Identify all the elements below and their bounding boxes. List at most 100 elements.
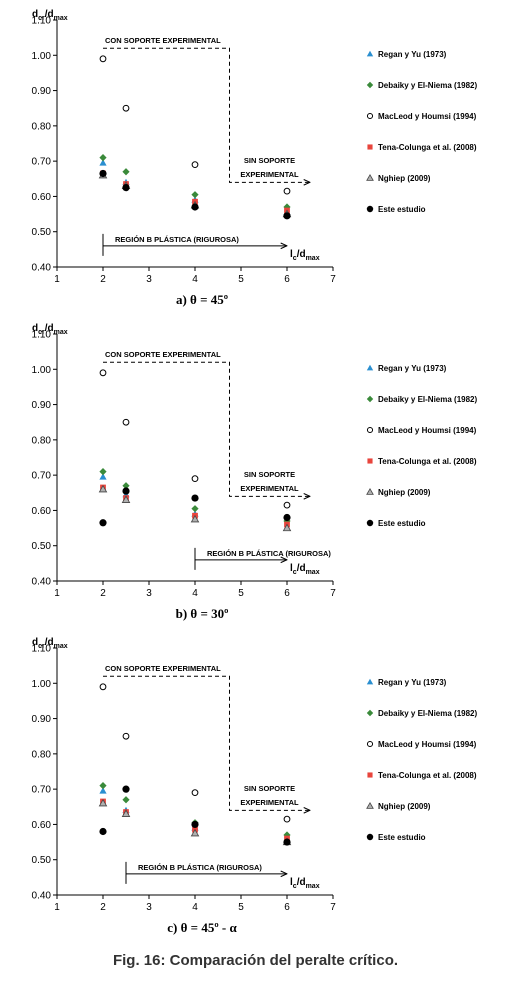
con-soporte-label: CON SOPORTE EXPERIMENTAL — [105, 36, 221, 45]
data-point — [283, 187, 291, 195]
legend-label: MacLeod y Houmsi (1994) — [378, 112, 477, 121]
x-tick-label: 4 — [192, 274, 198, 285]
legend-label: MacLeod y Houmsi (1994) — [378, 426, 477, 435]
data-point — [122, 184, 130, 192]
support-boundary-line — [103, 47, 310, 182]
legend-label: Nghiep (2009) — [378, 802, 431, 811]
data-point — [121, 495, 131, 503]
x-tick-label: 2 — [100, 274, 106, 285]
y-axis-label: dcr/dmax — [32, 9, 68, 22]
data-point — [98, 798, 108, 807]
legend-marker — [366, 709, 374, 717]
y-tick-label: 0.90 — [32, 714, 52, 725]
y-tick-label: 1.00 — [32, 51, 52, 62]
legend-marker — [366, 112, 374, 120]
data-point — [122, 487, 130, 495]
data-point — [122, 104, 130, 112]
data-point — [99, 468, 107, 476]
data-point — [283, 815, 291, 823]
data-point — [190, 828, 200, 837]
y-tick-label: 0.70 — [32, 471, 52, 482]
x-tick-label: 6 — [284, 274, 290, 285]
x-tick-label: 4 — [192, 902, 198, 913]
region-label: REGIÓN B PLÁSTICA (RIGUROSA) — [138, 863, 262, 872]
x-axis-label: lc/dmax — [290, 563, 320, 576]
data-point — [122, 732, 130, 740]
panel-caption: b) θ = 30º — [176, 606, 229, 621]
sin-soporte-label: SIN SOPORTE — [244, 156, 295, 165]
data-point — [282, 523, 292, 532]
legend-marker — [366, 364, 374, 371]
figure-caption: Fig. 16: Comparación del peralte crítico… — [112, 952, 399, 969]
legend-marker — [366, 801, 374, 809]
data-point — [191, 494, 199, 502]
legend-label: Regan y Yu (1973) — [378, 50, 447, 59]
x-tick-label: 6 — [284, 588, 290, 599]
y-tick-label: 1.10 — [32, 16, 52, 27]
data-point — [191, 505, 199, 513]
con-soporte-label: CON SOPORTE EXPERIMENTAL — [105, 664, 221, 673]
data-point — [99, 159, 107, 166]
x-tick-label: 1 — [54, 588, 60, 599]
x-axis-label: lc/dmax — [290, 249, 320, 262]
x-tick-label: 5 — [238, 588, 244, 599]
data-point — [283, 513, 291, 522]
experimental-label: EXPERIMENTAL — [240, 170, 299, 179]
data-point — [191, 203, 199, 211]
legend-label: Regan y Yu (1973) — [378, 364, 447, 373]
legend-label: MacLeod y Houmsi (1994) — [378, 740, 477, 749]
y-tick-label: 0.40 — [32, 577, 52, 588]
data-point — [99, 827, 107, 836]
y-tick-label: 0.40 — [32, 891, 52, 902]
legend-label: Debaiky y El-Niema (1982) — [378, 81, 477, 90]
experimental-label: EXPERIMENTAL — [240, 798, 299, 807]
legend-label: Este estudio — [378, 519, 426, 528]
data-point — [99, 154, 107, 162]
data-point — [122, 482, 130, 490]
panel-caption: c) θ = 45º - α — [167, 920, 237, 935]
data-point — [190, 514, 200, 523]
data-point — [99, 683, 107, 691]
chart-panel-3: 0.40 0.50 0.60 0.70 0.80 0.90 1.00 1.10 1 2 3 4 5 6 7 d… — [32, 637, 478, 935]
y-tick-label: 0.90 — [32, 86, 52, 97]
legend-marker — [367, 772, 373, 778]
data-point — [99, 169, 107, 178]
data-point — [122, 418, 130, 426]
legend-label: Nghiep (2009) — [378, 488, 431, 497]
x-tick-label: 3 — [146, 902, 152, 913]
x-tick-label: 1 — [54, 274, 60, 285]
legend-label: Tena-Colunga et al. (2008) — [378, 771, 477, 780]
legend-marker — [366, 81, 374, 89]
con-soporte-label: CON SOPORTE EXPERIMENTAL — [105, 350, 221, 359]
data-point — [283, 838, 291, 846]
x-tick-label: 4 — [192, 588, 198, 599]
data-point — [283, 212, 291, 220]
legend-marker — [366, 205, 374, 213]
support-boundary-line — [103, 675, 310, 810]
legend-label: Debaiky y El-Niema (1982) — [378, 395, 477, 404]
panel-caption: a) θ = 45º — [176, 292, 228, 307]
x-tick-label: 5 — [238, 274, 244, 285]
data-point — [283, 501, 291, 509]
legend-marker — [366, 50, 374, 57]
y-tick-label: 1.00 — [32, 679, 52, 690]
y-tick-label: 0.70 — [32, 785, 52, 796]
region-label: REGIÓN B PLÁSTICA (RIGUROSA) — [115, 235, 239, 244]
sin-soporte-label: SIN SOPORTE — [244, 784, 295, 793]
x-tick-label: 7 — [330, 902, 336, 913]
y-tick-label: 0.90 — [32, 400, 52, 411]
legend-marker — [367, 458, 373, 464]
y-tick-label: 1.10 — [32, 644, 52, 655]
x-tick-label: 1 — [54, 902, 60, 913]
y-tick-label: 0.80 — [32, 435, 52, 446]
data-point — [99, 787, 107, 794]
legend-marker — [367, 144, 373, 150]
legend-label: Tena-Colunga et al. (2008) — [378, 457, 477, 466]
legend-marker — [366, 426, 374, 434]
legend-label: Tena-Colunga et al. (2008) — [378, 143, 477, 152]
x-tick-label: 2 — [100, 902, 106, 913]
legend-marker — [366, 833, 374, 841]
legend-label: Este estudio — [378, 205, 426, 214]
x-tick-label: 3 — [146, 274, 152, 285]
